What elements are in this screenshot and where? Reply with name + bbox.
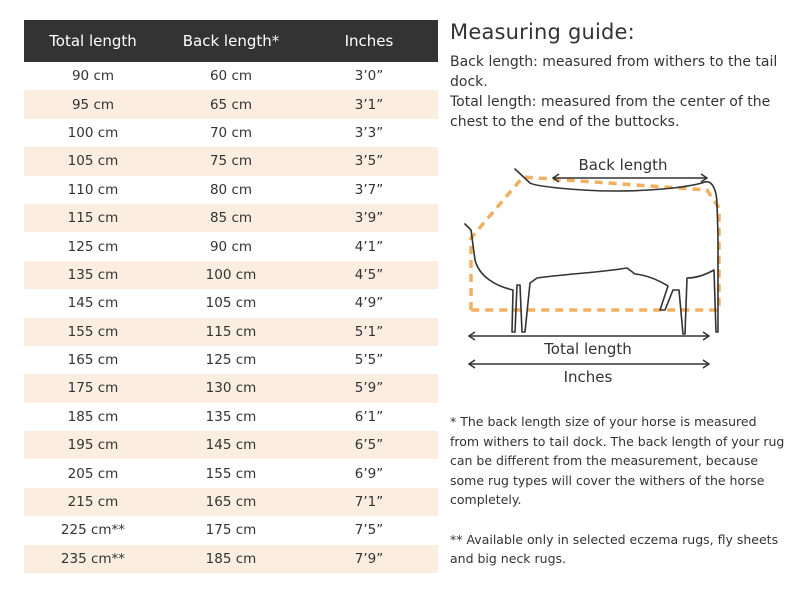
cell-back-length: 90 cm: [209, 238, 253, 255]
header-inches: Inches: [344, 32, 394, 50]
horse-silhouette: [464, 168, 719, 335]
cell-inches: 3’5”: [354, 153, 384, 170]
footnote-back-length: * The back length size of your horse is …: [450, 414, 785, 507]
cell-total-length: 100 cm: [67, 124, 119, 141]
cell-inches: 6’9”: [354, 465, 384, 482]
total-length-arrow: [467, 331, 711, 341]
cell-total-length: 105 cm: [67, 153, 119, 170]
cell-total-length: 235 cm**: [60, 550, 126, 567]
cell-back-length: 125 cm: [205, 352, 257, 369]
back-length-arrow: [551, 173, 709, 183]
cell-inches: 3’9”: [354, 210, 384, 227]
back-length-label: Back length: [579, 156, 668, 174]
cell-inches: 3’1”: [354, 96, 384, 113]
footnotes: * The back length size of your horse is …: [450, 412, 785, 589]
guide-title: Measuring guide:: [450, 20, 635, 44]
cell-total-length: 135 cm: [67, 266, 119, 283]
horse-diagram: Back length Total length Inches: [464, 156, 721, 386]
cell-back-length: 130 cm: [205, 380, 257, 397]
table-row: 205 cm 155 cm 6’9”: [24, 459, 438, 487]
cell-total-length: 90 cm: [71, 68, 115, 85]
cell-back-length: 85 cm: [209, 210, 253, 227]
cell-inches: 5’1”: [354, 323, 384, 340]
table-row: 185 cm 135 cm 6’1”: [24, 403, 438, 431]
cell-total-length: 215 cm: [67, 494, 119, 511]
table-row: 115 cm 85 cm 3’9”: [24, 203, 438, 233]
cell-inches: 5’9”: [354, 380, 384, 397]
table-row: 100 cm 70 cm 3’3”: [24, 119, 438, 147]
table-row: 145 cm 105 cm 4’9”: [24, 289, 438, 317]
rug-outline: [469, 175, 721, 312]
table-body: 90 cm 60 cm 3’0” 95 cm 65 cm 3’1” 100 cm 70 cm 3…: [24, 62, 438, 574]
cell-inches: 3’7”: [354, 181, 384, 198]
cell-inches: 7’9”: [354, 550, 384, 567]
cell-total-length: 145 cm: [67, 295, 119, 312]
cell-total-length: 155 cm: [67, 323, 119, 340]
cell-inches: 6’5”: [354, 437, 384, 454]
cell-total-length: 195 cm: [67, 437, 119, 454]
cell-back-length: 115 cm: [205, 323, 257, 340]
cell-inches: 4’9”: [354, 295, 384, 312]
cell-total-length: 205 cm: [67, 465, 119, 482]
table-row: 235 cm** 185 cm 7’9”: [24, 544, 438, 574]
cell-back-length: 155 cm: [205, 465, 257, 482]
table-row: 90 cm 60 cm 3’0”: [24, 62, 438, 90]
table-row: 225 cm** 175 cm 7’5”: [24, 516, 438, 544]
cell-inches: 7’5”: [354, 522, 384, 539]
cell-back-length: 80 cm: [209, 181, 253, 198]
cell-total-length: 110 cm: [67, 181, 119, 198]
cell-back-length: 175 cm: [205, 522, 257, 539]
cell-inches: 5’5”: [354, 352, 384, 369]
size-table: Total length Back length* Inches 90 cm 60…: [24, 20, 438, 574]
table-row: 135 cm 100 cm 4’5”: [24, 260, 438, 290]
table-row: 110 cm 80 cm 3’7”: [24, 176, 438, 204]
table-row: 125 cm 90 cm 4’1”: [24, 232, 438, 260]
header-back-length: Back length*: [182, 32, 280, 50]
cell-total-length: 115 cm: [67, 210, 119, 227]
cell-total-length: 225 cm**: [60, 522, 126, 539]
table-row: 95 cm 65 cm 3’1”: [24, 90, 438, 119]
cell-back-length: 145 cm: [205, 437, 257, 454]
table-row: 215 cm 165 cm 7’1”: [24, 487, 438, 517]
inches-label: Inches: [564, 368, 613, 386]
cell-back-length: 105 cm: [205, 295, 257, 312]
inches-arrow: [467, 359, 711, 369]
cell-total-length: 125 cm: [67, 238, 119, 255]
cell-total-length: 165 cm: [67, 352, 119, 369]
cell-inches: 6’1”: [354, 408, 384, 425]
table-row: 105 cm 75 cm 3’5”: [24, 147, 438, 176]
cell-back-length: 75 cm: [209, 153, 253, 170]
cell-inches: 4’1”: [354, 238, 384, 255]
cell-back-length: 100 cm: [205, 266, 257, 283]
back-length-description: Back length: measured from withers to th…: [450, 54, 778, 90]
cell-total-length: 185 cm: [67, 408, 119, 425]
cell-inches: 4’5”: [354, 266, 384, 283]
table-row: 165 cm 125 cm 5’5”: [24, 346, 438, 374]
table-row: 155 cm 115 cm 5’1”: [24, 317, 438, 346]
cell-back-length: 60 cm: [209, 68, 253, 85]
cell-inches: 7’1”: [354, 494, 384, 511]
cell-back-length: 135 cm: [205, 408, 257, 425]
cell-total-length: 95 cm: [71, 96, 115, 113]
cell-inches: 3’3”: [354, 124, 384, 141]
cell-back-length: 165 cm: [205, 494, 257, 511]
total-length-description: Total length: measured from the center o…: [450, 94, 771, 130]
cell-inches: 3’0”: [354, 68, 384, 85]
cell-back-length: 70 cm: [209, 124, 253, 141]
header-total-length: Total length: [49, 32, 137, 50]
table-header: Total length Back length* Inches: [24, 20, 438, 62]
footnote-availability: ** Available only in selected eczema rug…: [450, 531, 779, 567]
total-length-label: Total length: [543, 340, 632, 358]
table-row: 195 cm 145 cm 6’5”: [24, 431, 438, 460]
cell-back-length: 185 cm: [205, 550, 257, 567]
cell-back-length: 65 cm: [209, 96, 253, 113]
table-row: 175 cm 130 cm 5’9”: [24, 374, 438, 403]
measuring-guide: Measuring guide: Back length: measured f…: [450, 20, 795, 132]
cell-total-length: 175 cm: [67, 380, 119, 397]
